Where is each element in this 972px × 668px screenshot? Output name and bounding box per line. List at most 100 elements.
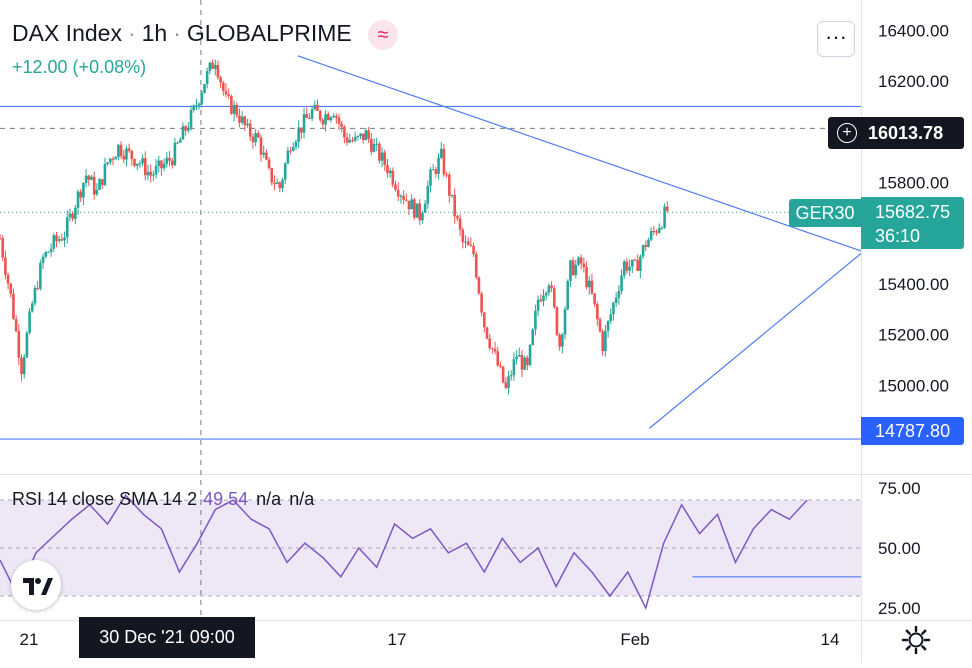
candle-body [370,138,373,152]
candle-body [585,267,588,288]
candle-body [25,332,29,358]
candle-body [316,104,319,111]
candle-body [125,148,128,160]
candle-body [353,136,357,141]
candle-body [138,163,142,165]
candle-body [485,327,489,339]
candle-body [130,150,134,160]
candle-body [9,283,13,294]
symbol-name[interactable]: DAX Index [12,20,122,46]
candle-body [187,127,190,131]
candle-body [289,150,292,152]
support-trendline[interactable] [648,253,862,429]
candle-body [509,375,513,377]
candle-body [92,176,96,195]
candle-body [308,117,311,119]
candle-body [601,331,604,352]
crosshair-time-label: 30 Dec '21 09:00 [79,617,255,658]
candle-body [157,160,161,166]
rsi-name[interactable]: RSI [12,489,43,509]
more-options-button[interactable]: ··· [817,21,855,57]
candle-body [160,160,163,169]
candle-body [79,191,83,198]
candle-body [431,169,435,171]
candle-body [178,139,182,143]
candle-body [493,348,497,352]
candle-body [483,312,486,328]
candle-body [633,259,637,261]
candle-body [278,182,282,189]
chart-title[interactable]: DAX Index · 1h · GLOBALPRIME [12,20,352,47]
candle-body [1,238,4,258]
candle-body [386,165,389,174]
candle-body [351,140,354,142]
crosshair-price-label[interactable]: + 16013.78 [828,117,964,149]
candle-body [243,116,247,126]
candle-body [283,163,287,180]
candle-body [391,170,395,185]
candle-body [544,292,548,296]
candle-body [335,115,338,118]
candle-body [472,245,475,255]
candle-body [477,277,481,294]
candle-body [28,311,31,333]
plus-icon[interactable]: + [837,123,857,143]
candle-body [165,157,169,164]
candle-body [254,133,257,143]
rsi-line[interactable] [0,493,808,611]
candle-body [208,62,212,72]
candle-body [265,152,268,160]
candle-body [109,158,112,163]
candle-body [111,158,115,160]
candle-body [359,133,362,136]
candle-body [57,239,61,241]
candle-body [246,123,249,126]
candle-body [55,235,58,241]
candle-body [238,115,241,123]
candle-body [456,216,459,219]
candle-body [464,241,467,243]
gear-icon[interactable] [900,624,932,656]
candle-body [437,157,440,174]
candle-body [348,140,352,143]
candle-body [587,280,591,288]
candle-body [496,351,500,366]
candle-body [22,357,26,375]
candle-body [332,115,335,118]
candle-body [612,302,615,315]
candle-body [421,212,424,221]
candle-body [641,245,645,257]
candle-body [407,200,411,210]
price-axis-label: 15400.00 [878,275,949,294]
candle-body [74,207,77,219]
candle-body [95,189,99,195]
rsi-legend[interactable]: RSI 14 close SMA 14 2 49.54 n/a n/a [12,489,314,510]
candle-body [60,239,64,241]
candle-body [222,82,225,91]
candle-body [622,261,626,276]
candle-body [644,245,648,248]
candle-body [512,359,516,376]
candle-body [192,105,196,110]
wavy-icon[interactable]: ≈ [368,20,398,50]
candle-body [523,357,526,370]
separator-dot: · [127,20,136,46]
candle-body [469,245,473,247]
resistance-trendline[interactable] [297,55,862,252]
candle-body [106,162,109,164]
candle-body [461,229,465,243]
candle-body [609,314,613,322]
candle-body [574,264,578,276]
candle-body [474,254,478,278]
candle-body [211,62,214,69]
candle-body [657,228,661,233]
tradingview-logo[interactable] [11,560,61,610]
candle-body [388,170,392,174]
candle-body [152,174,155,176]
candle-body [383,152,387,166]
candle-body [203,84,206,94]
interval-label[interactable]: 1h [141,20,168,46]
candle-body [44,252,48,257]
